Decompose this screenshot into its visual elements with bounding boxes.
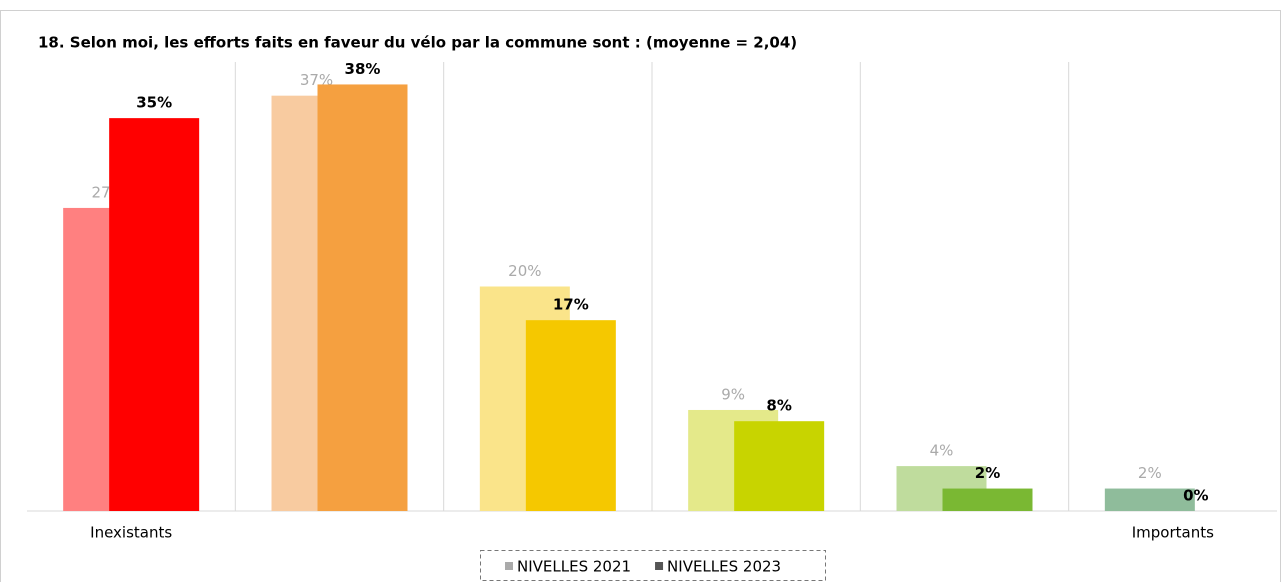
data-label: 4%: [930, 442, 954, 460]
x-tick-label: Importants: [1132, 524, 1214, 542]
data-label: 35%: [136, 94, 172, 112]
bar: [734, 421, 825, 511]
chart-title: 18. Selon moi, les efforts faits en fave…: [38, 34, 797, 52]
x-tick-label: Inexistants: [90, 524, 172, 542]
bar: [942, 488, 1033, 511]
data-label: 20%: [508, 262, 541, 280]
data-label: 0%: [1183, 487, 1208, 505]
legend-box: [480, 550, 826, 581]
legend-label: NIVELLES 2023: [667, 558, 781, 576]
bar: [525, 320, 616, 511]
data-label: 2%: [1138, 464, 1162, 482]
bar: [1104, 488, 1195, 511]
data-label: 8%: [766, 397, 791, 415]
data-label: 2%: [975, 464, 1000, 482]
legend-marker: [655, 562, 664, 570]
data-label: 17%: [553, 296, 589, 314]
legend-label: NIVELLES 2021: [517, 558, 631, 576]
bar: [109, 118, 200, 511]
data-label: 38%: [345, 60, 381, 78]
data-label: 9%: [721, 385, 745, 403]
legend-marker: [505, 562, 513, 570]
bar: [317, 84, 408, 511]
